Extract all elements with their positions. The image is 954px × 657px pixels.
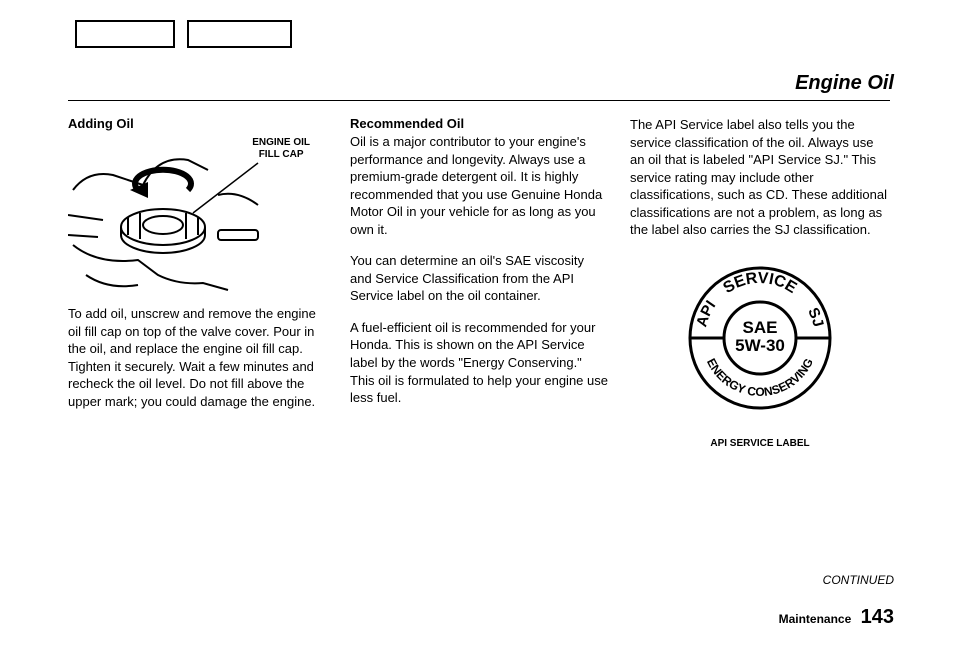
figure-caption-api: API SERVICE LABEL [630, 438, 890, 449]
figure-engine-oil-cap: ENGINE OIL FILL CAP [68, 135, 328, 295]
engine-diagram-svg [68, 135, 328, 295]
donut-center-l2: 5W-30 [735, 336, 785, 355]
paragraph-api-label: The API Service label also tells you the… [630, 116, 890, 239]
content-columns: Adding Oil ENGINE OIL FILL CAP [68, 116, 890, 449]
heading-recommended-oil: Recommended Oil [350, 116, 608, 131]
column-1: Adding Oil ENGINE OIL FILL CAP [68, 116, 328, 449]
donut-bottom-text: ENERGY CONSERVING [704, 356, 816, 399]
donut-left-text: API [693, 297, 719, 328]
paragraph-rec-1: Oil is a major contributor to your engin… [350, 133, 608, 238]
paragraph-rec-3: A fuel-efficient oil is recommended for … [350, 319, 608, 407]
placeholder-box-2 [187, 20, 292, 48]
heading-adding-oil: Adding Oil [68, 116, 328, 131]
svg-text:ENERGY CONSERVING: ENERGY CONSERVING [704, 356, 816, 399]
paragraph-adding-oil: To add oil, unscrew and remove the engin… [68, 305, 328, 410]
column-2: Recommended Oil Oil is a major contribut… [350, 116, 608, 449]
paragraph-rec-2: You can determine an oil's SAE viscosity… [350, 252, 608, 305]
top-placeholder-boxes [75, 20, 292, 48]
figure-api-service-label: SAE 5W-30 API SERVICE SJ ENERGY CONSERVI… [630, 253, 890, 449]
page-footer: Maintenance 143 [779, 606, 894, 629]
placeholder-box-1 [75, 20, 175, 48]
column-3: The API Service label also tells you the… [630, 116, 890, 449]
svg-text:API: API [693, 297, 719, 328]
page-title: Engine Oil [795, 72, 894, 95]
page-number: 143 [861, 606, 894, 628]
api-donut-svg: SAE 5W-30 API SERVICE SJ ENERGY CONSERVI… [670, 253, 850, 423]
donut-center-l1: SAE [743, 318, 778, 337]
horizontal-rule [68, 100, 890, 101]
footer-section: Maintenance [779, 612, 852, 626]
continued-label: CONTINUED [823, 573, 894, 587]
